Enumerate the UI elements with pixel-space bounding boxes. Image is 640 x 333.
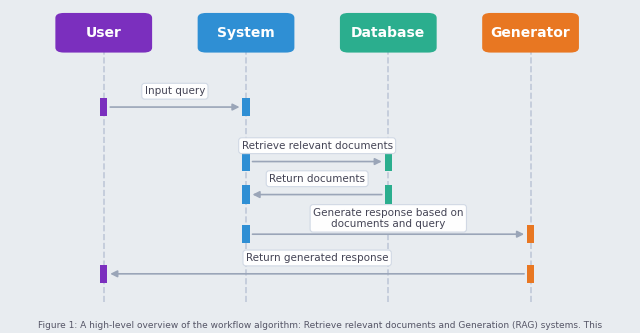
FancyBboxPatch shape <box>527 265 534 283</box>
FancyBboxPatch shape <box>385 153 392 170</box>
FancyBboxPatch shape <box>482 13 579 53</box>
FancyBboxPatch shape <box>56 13 152 53</box>
Text: Return generated response: Return generated response <box>246 253 388 263</box>
Text: Generator: Generator <box>491 26 570 40</box>
Text: Generate response based on
documents and query: Generate response based on documents and… <box>313 207 463 229</box>
Text: Return documents: Return documents <box>269 174 365 184</box>
FancyBboxPatch shape <box>340 13 436 53</box>
Text: User: User <box>86 26 122 40</box>
FancyBboxPatch shape <box>243 225 250 243</box>
FancyBboxPatch shape <box>527 225 534 243</box>
Text: System: System <box>217 26 275 40</box>
FancyBboxPatch shape <box>100 265 108 283</box>
FancyBboxPatch shape <box>198 13 294 53</box>
FancyBboxPatch shape <box>243 153 250 170</box>
Text: Retrieve relevant documents: Retrieve relevant documents <box>241 141 393 151</box>
Text: Database: Database <box>351 26 426 40</box>
FancyBboxPatch shape <box>100 98 108 116</box>
Text: Figure 1: A high-level overview of the workflow algorithm: Retrieve relevant doc: Figure 1: A high-level overview of the w… <box>38 321 602 330</box>
FancyBboxPatch shape <box>243 185 250 204</box>
Text: Input query: Input query <box>145 86 205 96</box>
FancyBboxPatch shape <box>385 185 392 204</box>
FancyBboxPatch shape <box>243 98 250 116</box>
